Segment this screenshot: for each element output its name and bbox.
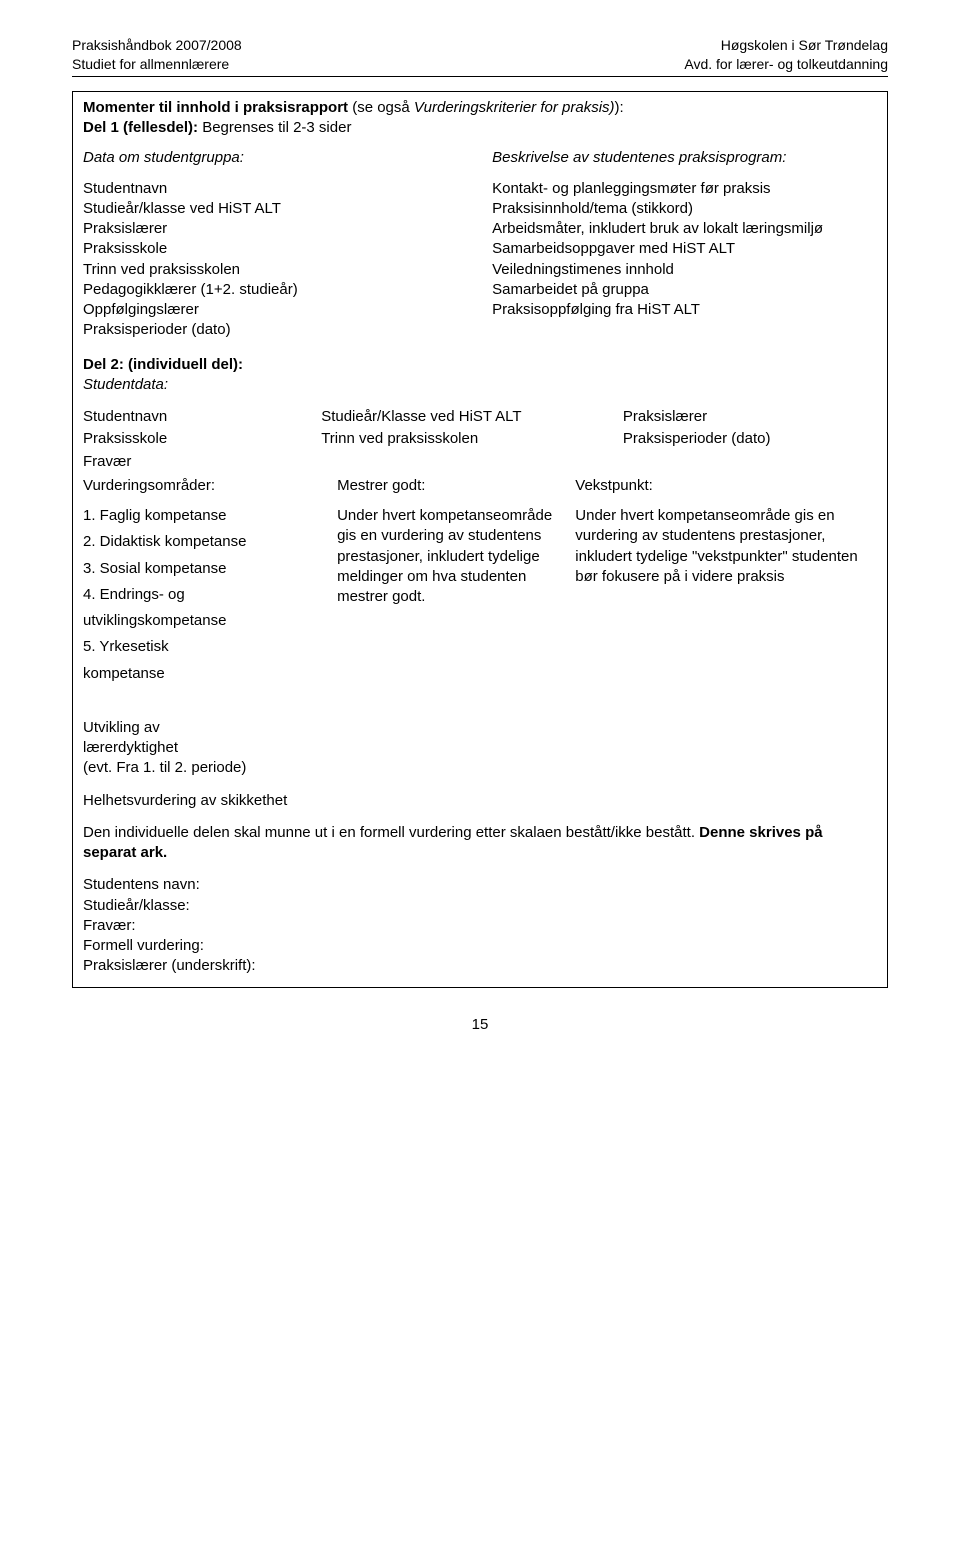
bottom-line: Praksislærer (underskrift): [83,956,877,976]
del1-label: Del 1 (fellesdel): [83,119,202,136]
right-line: Praksisinnhold/tema (stikkord) [492,199,877,219]
vekst-text: Under hvert kompetanseområde gis en vurd… [575,506,877,587]
doc-header-top: Praksishåndbok 2007/2008 Høgskolen i Sør… [72,36,888,55]
del2-title: Del 2: (individuell del): [83,355,877,375]
formell-paragraph: Den individuelle delen skal munne ut i e… [83,823,877,864]
content-box: Momenter til innhold i praksisrapport (s… [72,91,888,988]
triple-cell: Trinn ved praksisskolen [321,429,623,449]
left-column: Data om studentgruppa: Studentnavn Studi… [83,148,464,340]
triple-cell: Praksislærer [623,407,877,427]
left-line: Studieår/klasse ved HiST ALT [83,199,464,219]
left-line: Praksislærer [83,219,464,239]
intro-italic: Vurderingskriterier for praksis) [414,99,615,116]
bottom-line: Studentens navn: [83,875,877,895]
utvikling-l3: (evt. Fra 1. til 2. periode) [83,758,877,778]
assess-header-c: Vekstpunkt: [575,476,877,496]
triple-cell: Studentnavn [83,407,321,427]
left-line: Trinn ved praksisskolen [83,260,464,280]
bottom-line: Fravær: [83,916,877,936]
del2-subtitle: Studentdata: [83,375,877,395]
competency-item: 4. Endrings- og [83,585,337,605]
left-line: Praksisperioder (dato) [83,320,464,340]
left-line: Praksisskole [83,239,464,259]
left-line: Pedagogikklærer (1+2. studieår) [83,280,464,300]
competency-item: 3. Sosial kompetanse [83,559,337,579]
utvikling-l2: lærerdyktighet [83,738,877,758]
intro-paren-open: (se også [352,99,414,116]
right-heading: Beskrivelse av studentenes praksisprogra… [492,148,877,168]
triple-cell: Studieår/Klasse ved HiST ALT [321,407,623,427]
mestrer-text: Under hvert kompetanseområde gis en vurd… [337,506,575,607]
page-number: 15 [72,1016,888,1033]
competency-item: utviklingskompetanse [83,611,337,631]
triple-row-2: Praksisskole Trinn ved praksisskolen Pra… [83,429,877,449]
bottom-fields: Studentens navn: Studieår/klasse: Fravær… [83,875,877,976]
left-heading: Data om studentgruppa: [83,148,464,168]
formell-pre: Den individuelle delen skal munne ut i e… [83,824,699,841]
header-bottom-left: Studiet for allmennlærere [72,55,229,74]
competency-item: 1. Faglig kompetanse [83,506,337,526]
left-line: Oppfølgingslærer [83,300,464,320]
intro-title: Momenter til innhold i praksisrapport [83,99,352,116]
right-line: Praksisoppfølging fra HiST ALT [492,300,877,320]
helhet-line: Helhetsvurdering av skikkethet [83,791,877,811]
competency-item: 5. Yrkesetisk [83,637,337,657]
triple-cell: Praksisskole [83,429,321,449]
assess-body-row: 1. Faglig kompetanse 2. Didaktisk kompet… [83,506,877,690]
right-line: Samarbeidsoppgaver med HiST ALT [492,239,877,259]
assess-header-row: Vurderingsområder: Mestrer godt: Vekstpu… [83,476,877,496]
header-bottom-right: Avd. for lærer- og tolkeutdanning [684,55,888,74]
del1-rest: Begrenses til 2-3 sider [202,119,351,136]
right-column: Beskrivelse av studentenes praksisprogra… [492,148,877,340]
competency-list: 1. Faglig kompetanse 2. Didaktisk kompet… [83,506,337,690]
utvikling-l1: Utvikling av [83,718,877,738]
triple-row-3: Fravær [83,452,877,472]
bottom-line: Formell vurdering: [83,936,877,956]
left-line: Studentnavn [83,179,464,199]
right-line: Arbeidsmåter, inkludert bruk av lokalt l… [492,219,877,239]
header-top-left: Praksishåndbok 2007/2008 [72,36,242,55]
assess-header-b: Mestrer godt: [337,476,575,496]
header-rule [72,76,888,77]
competency-item: 2. Didaktisk kompetanse [83,532,337,552]
competency-item: kompetanse [83,664,337,684]
two-column-block: Data om studentgruppa: Studentnavn Studi… [83,148,877,340]
doc-header-bottom: Studiet for allmennlærere Avd. for lærer… [72,55,888,74]
bottom-line: Studieår/klasse: [83,896,877,916]
right-line: Veiledningstimenes innhold [492,260,877,280]
intro-block: Momenter til innhold i praksisrapport (s… [83,98,877,139]
assess-header-a: Vurderingsområder: [83,476,337,496]
intro-paren-close: ): [615,99,624,116]
utvikling-block: Utvikling av lærerdyktighet (evt. Fra 1.… [83,718,877,779]
triple-cell: Praksisperioder (dato) [623,429,877,449]
header-top-right: Høgskolen i Sør Trøndelag [721,36,888,55]
del2-header: Del 2: (individuell del): Studentdata: [83,355,877,396]
right-line: Samarbeidet på gruppa [492,280,877,300]
right-line: Kontakt- og planleggingsmøter før praksi… [492,179,877,199]
triple-row-1: Studentnavn Studieår/Klasse ved HiST ALT… [83,407,877,427]
